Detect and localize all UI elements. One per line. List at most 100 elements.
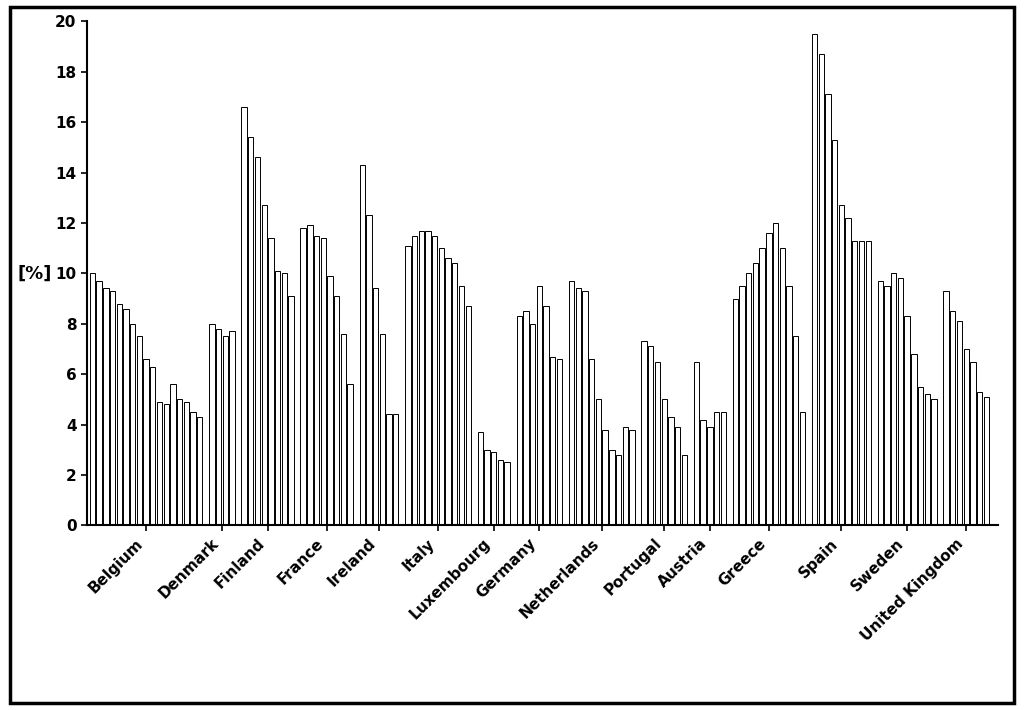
- Bar: [110, 291, 116, 525]
- Bar: [925, 394, 930, 525]
- Bar: [970, 361, 976, 525]
- Bar: [904, 316, 909, 525]
- Bar: [596, 399, 601, 525]
- Bar: [300, 228, 306, 525]
- Bar: [831, 140, 838, 525]
- Bar: [459, 286, 464, 525]
- Bar: [321, 238, 326, 525]
- Bar: [583, 291, 588, 525]
- Bar: [328, 276, 333, 525]
- Bar: [714, 412, 719, 525]
- Bar: [386, 415, 392, 525]
- Bar: [261, 205, 267, 525]
- Bar: [359, 165, 365, 525]
- Bar: [445, 258, 451, 525]
- Bar: [911, 354, 916, 525]
- Bar: [753, 263, 758, 525]
- Bar: [648, 346, 653, 525]
- Bar: [641, 342, 647, 525]
- Bar: [786, 286, 792, 525]
- Bar: [530, 324, 536, 525]
- Bar: [289, 296, 294, 525]
- Bar: [282, 273, 287, 525]
- Bar: [956, 321, 963, 525]
- Bar: [477, 432, 483, 525]
- Bar: [190, 412, 196, 525]
- Bar: [693, 361, 699, 525]
- Bar: [812, 34, 817, 525]
- Bar: [341, 334, 346, 525]
- Bar: [505, 462, 510, 525]
- Bar: [609, 450, 614, 525]
- Bar: [425, 231, 431, 525]
- Bar: [977, 392, 982, 525]
- Bar: [314, 236, 319, 525]
- Bar: [157, 402, 162, 525]
- Bar: [557, 359, 562, 525]
- Bar: [151, 366, 156, 525]
- Bar: [307, 226, 312, 525]
- Bar: [891, 273, 896, 525]
- Bar: [255, 158, 260, 525]
- Bar: [498, 460, 503, 525]
- Bar: [96, 281, 101, 525]
- Bar: [950, 311, 955, 525]
- Bar: [984, 397, 989, 525]
- Bar: [800, 412, 805, 525]
- Bar: [859, 241, 864, 525]
- Bar: [466, 306, 471, 525]
- Bar: [682, 455, 687, 525]
- Bar: [373, 288, 378, 525]
- Bar: [931, 399, 937, 525]
- Bar: [654, 361, 660, 525]
- Bar: [943, 291, 949, 525]
- Bar: [242, 107, 247, 525]
- Bar: [334, 296, 339, 525]
- Bar: [222, 337, 228, 525]
- Bar: [918, 387, 924, 525]
- Bar: [209, 324, 215, 525]
- Bar: [347, 384, 353, 525]
- Bar: [393, 415, 398, 525]
- Bar: [662, 399, 667, 525]
- Bar: [103, 288, 109, 525]
- Bar: [630, 430, 635, 525]
- Bar: [216, 329, 221, 525]
- Bar: [90, 273, 95, 525]
- Bar: [760, 248, 765, 525]
- Bar: [453, 263, 458, 525]
- Bar: [589, 359, 594, 525]
- Bar: [846, 218, 851, 525]
- Bar: [623, 427, 628, 525]
- Bar: [523, 311, 528, 525]
- Bar: [818, 54, 824, 525]
- Bar: [275, 271, 281, 525]
- Bar: [602, 430, 608, 525]
- Bar: [885, 286, 890, 525]
- Bar: [964, 349, 969, 525]
- Bar: [516, 316, 522, 525]
- Bar: [898, 278, 903, 525]
- Bar: [675, 427, 680, 525]
- Bar: [136, 337, 142, 525]
- Bar: [732, 299, 738, 525]
- Bar: [130, 324, 135, 525]
- Bar: [766, 233, 771, 525]
- Bar: [721, 412, 726, 525]
- Bar: [123, 309, 129, 525]
- Bar: [432, 236, 437, 525]
- Bar: [550, 356, 555, 525]
- Bar: [544, 306, 549, 525]
- Bar: [852, 241, 857, 525]
- Bar: [878, 281, 883, 525]
- Bar: [615, 455, 622, 525]
- Bar: [248, 137, 254, 525]
- Bar: [367, 215, 372, 525]
- Bar: [229, 332, 234, 525]
- Bar: [537, 286, 542, 525]
- Bar: [170, 384, 176, 525]
- Bar: [839, 205, 844, 525]
- Bar: [406, 246, 411, 525]
- Bar: [197, 417, 203, 525]
- Bar: [183, 402, 189, 525]
